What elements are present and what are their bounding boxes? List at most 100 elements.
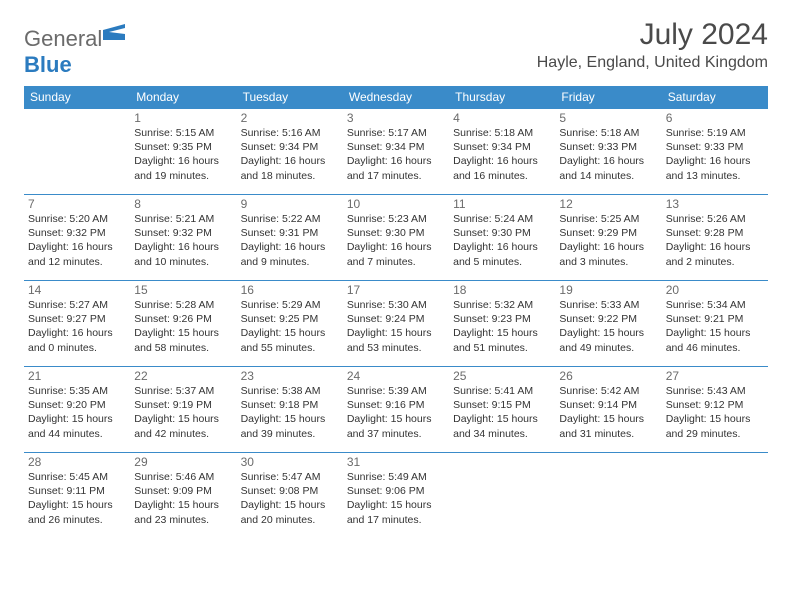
calendar-cell: 30Sunrise: 5:47 AMSunset: 9:08 PMDayligh… (237, 453, 343, 539)
calendar-cell: 31Sunrise: 5:49 AMSunset: 9:06 PMDayligh… (343, 453, 449, 539)
day-number: 14 (28, 283, 126, 297)
calendar-cell (555, 453, 661, 539)
calendar-cell: 14Sunrise: 5:27 AMSunset: 9:27 PMDayligh… (24, 281, 130, 367)
day-header: Monday (130, 86, 236, 109)
day-info: Sunrise: 5:34 AMSunset: 9:21 PMDaylight:… (666, 298, 764, 355)
day-info: Sunrise: 5:23 AMSunset: 9:30 PMDaylight:… (347, 212, 445, 269)
day-number: 7 (28, 197, 126, 211)
day-info: Sunrise: 5:18 AMSunset: 9:34 PMDaylight:… (453, 126, 551, 183)
day-info: Sunrise: 5:17 AMSunset: 9:34 PMDaylight:… (347, 126, 445, 183)
header: GeneralBlue July 2024 Hayle, England, Un… (24, 18, 768, 78)
logo-text-part1: General (24, 26, 102, 51)
location: Hayle, England, United Kingdom (537, 54, 768, 72)
day-info: Sunrise: 5:16 AMSunset: 9:34 PMDaylight:… (241, 126, 339, 183)
calendar-cell: 27Sunrise: 5:43 AMSunset: 9:12 PMDayligh… (662, 367, 768, 453)
day-number: 26 (559, 369, 657, 383)
day-number: 15 (134, 283, 232, 297)
calendar-row: 1Sunrise: 5:15 AMSunset: 9:35 PMDaylight… (24, 109, 768, 195)
day-number: 1 (134, 111, 232, 125)
logo-text-part2: Blue (24, 52, 72, 77)
calendar-cell (24, 109, 130, 195)
day-number: 19 (559, 283, 657, 297)
calendar-cell: 1Sunrise: 5:15 AMSunset: 9:35 PMDaylight… (130, 109, 236, 195)
day-number: 8 (134, 197, 232, 211)
calendar-cell: 4Sunrise: 5:18 AMSunset: 9:34 PMDaylight… (449, 109, 555, 195)
calendar-cell: 2Sunrise: 5:16 AMSunset: 9:34 PMDaylight… (237, 109, 343, 195)
day-info: Sunrise: 5:26 AMSunset: 9:28 PMDaylight:… (666, 212, 764, 269)
day-header: Wednesday (343, 86, 449, 109)
day-number: 11 (453, 197, 551, 211)
day-info: Sunrise: 5:32 AMSunset: 9:23 PMDaylight:… (453, 298, 551, 355)
calendar-cell: 6Sunrise: 5:19 AMSunset: 9:33 PMDaylight… (662, 109, 768, 195)
day-header: Saturday (662, 86, 768, 109)
day-number: 25 (453, 369, 551, 383)
title-block: July 2024 Hayle, England, United Kingdom (537, 18, 768, 72)
calendar-cell (449, 453, 555, 539)
logo: GeneralBlue (24, 18, 125, 78)
day-number: 20 (666, 283, 764, 297)
day-number: 16 (241, 283, 339, 297)
day-info: Sunrise: 5:15 AMSunset: 9:35 PMDaylight:… (134, 126, 232, 183)
day-header: Friday (555, 86, 661, 109)
calendar-cell: 26Sunrise: 5:42 AMSunset: 9:14 PMDayligh… (555, 367, 661, 453)
day-number: 5 (559, 111, 657, 125)
day-number: 6 (666, 111, 764, 125)
calendar-cell: 28Sunrise: 5:45 AMSunset: 9:11 PMDayligh… (24, 453, 130, 539)
calendar-cell: 19Sunrise: 5:33 AMSunset: 9:22 PMDayligh… (555, 281, 661, 367)
day-header-row: Sunday Monday Tuesday Wednesday Thursday… (24, 86, 768, 109)
day-number: 13 (666, 197, 764, 211)
calendar-cell: 11Sunrise: 5:24 AMSunset: 9:30 PMDayligh… (449, 195, 555, 281)
calendar-cell: 22Sunrise: 5:37 AMSunset: 9:19 PMDayligh… (130, 367, 236, 453)
day-number: 29 (134, 455, 232, 469)
day-info: Sunrise: 5:41 AMSunset: 9:15 PMDaylight:… (453, 384, 551, 441)
day-number: 23 (241, 369, 339, 383)
logo-text: GeneralBlue (24, 24, 125, 78)
day-info: Sunrise: 5:43 AMSunset: 9:12 PMDaylight:… (666, 384, 764, 441)
day-number: 9 (241, 197, 339, 211)
day-info: Sunrise: 5:27 AMSunset: 9:27 PMDaylight:… (28, 298, 126, 355)
calendar-cell: 20Sunrise: 5:34 AMSunset: 9:21 PMDayligh… (662, 281, 768, 367)
day-info: Sunrise: 5:20 AMSunset: 9:32 PMDaylight:… (28, 212, 126, 269)
day-number: 24 (347, 369, 445, 383)
day-number: 3 (347, 111, 445, 125)
calendar-row: 14Sunrise: 5:27 AMSunset: 9:27 PMDayligh… (24, 281, 768, 367)
calendar-cell: 21Sunrise: 5:35 AMSunset: 9:20 PMDayligh… (24, 367, 130, 453)
calendar-cell: 12Sunrise: 5:25 AMSunset: 9:29 PMDayligh… (555, 195, 661, 281)
day-info: Sunrise: 5:30 AMSunset: 9:24 PMDaylight:… (347, 298, 445, 355)
day-number: 4 (453, 111, 551, 125)
calendar-row: 7Sunrise: 5:20 AMSunset: 9:32 PMDaylight… (24, 195, 768, 281)
day-info: Sunrise: 5:19 AMSunset: 9:33 PMDaylight:… (666, 126, 764, 183)
day-info: Sunrise: 5:39 AMSunset: 9:16 PMDaylight:… (347, 384, 445, 441)
calendar-cell: 10Sunrise: 5:23 AMSunset: 9:30 PMDayligh… (343, 195, 449, 281)
day-info: Sunrise: 5:47 AMSunset: 9:08 PMDaylight:… (241, 470, 339, 527)
day-number: 21 (28, 369, 126, 383)
page-title: July 2024 (537, 18, 768, 52)
calendar-cell (662, 453, 768, 539)
calendar-cell: 3Sunrise: 5:17 AMSunset: 9:34 PMDaylight… (343, 109, 449, 195)
day-info: Sunrise: 5:42 AMSunset: 9:14 PMDaylight:… (559, 384, 657, 441)
day-number: 27 (666, 369, 764, 383)
calendar-cell: 24Sunrise: 5:39 AMSunset: 9:16 PMDayligh… (343, 367, 449, 453)
day-number: 12 (559, 197, 657, 211)
day-number: 28 (28, 455, 126, 469)
logo-flag-icon (103, 24, 125, 40)
calendar-cell: 25Sunrise: 5:41 AMSunset: 9:15 PMDayligh… (449, 367, 555, 453)
day-info: Sunrise: 5:45 AMSunset: 9:11 PMDaylight:… (28, 470, 126, 527)
day-number: 10 (347, 197, 445, 211)
day-header: Sunday (24, 86, 130, 109)
calendar-cell: 29Sunrise: 5:46 AMSunset: 9:09 PMDayligh… (130, 453, 236, 539)
day-info: Sunrise: 5:18 AMSunset: 9:33 PMDaylight:… (559, 126, 657, 183)
day-number: 17 (347, 283, 445, 297)
day-info: Sunrise: 5:38 AMSunset: 9:18 PMDaylight:… (241, 384, 339, 441)
day-info: Sunrise: 5:37 AMSunset: 9:19 PMDaylight:… (134, 384, 232, 441)
calendar-cell: 13Sunrise: 5:26 AMSunset: 9:28 PMDayligh… (662, 195, 768, 281)
day-info: Sunrise: 5:22 AMSunset: 9:31 PMDaylight:… (241, 212, 339, 269)
calendar-cell: 5Sunrise: 5:18 AMSunset: 9:33 PMDaylight… (555, 109, 661, 195)
day-info: Sunrise: 5:35 AMSunset: 9:20 PMDaylight:… (28, 384, 126, 441)
calendar-cell: 15Sunrise: 5:28 AMSunset: 9:26 PMDayligh… (130, 281, 236, 367)
day-info: Sunrise: 5:24 AMSunset: 9:30 PMDaylight:… (453, 212, 551, 269)
day-info: Sunrise: 5:25 AMSunset: 9:29 PMDaylight:… (559, 212, 657, 269)
day-info: Sunrise: 5:33 AMSunset: 9:22 PMDaylight:… (559, 298, 657, 355)
day-number: 22 (134, 369, 232, 383)
day-number: 30 (241, 455, 339, 469)
